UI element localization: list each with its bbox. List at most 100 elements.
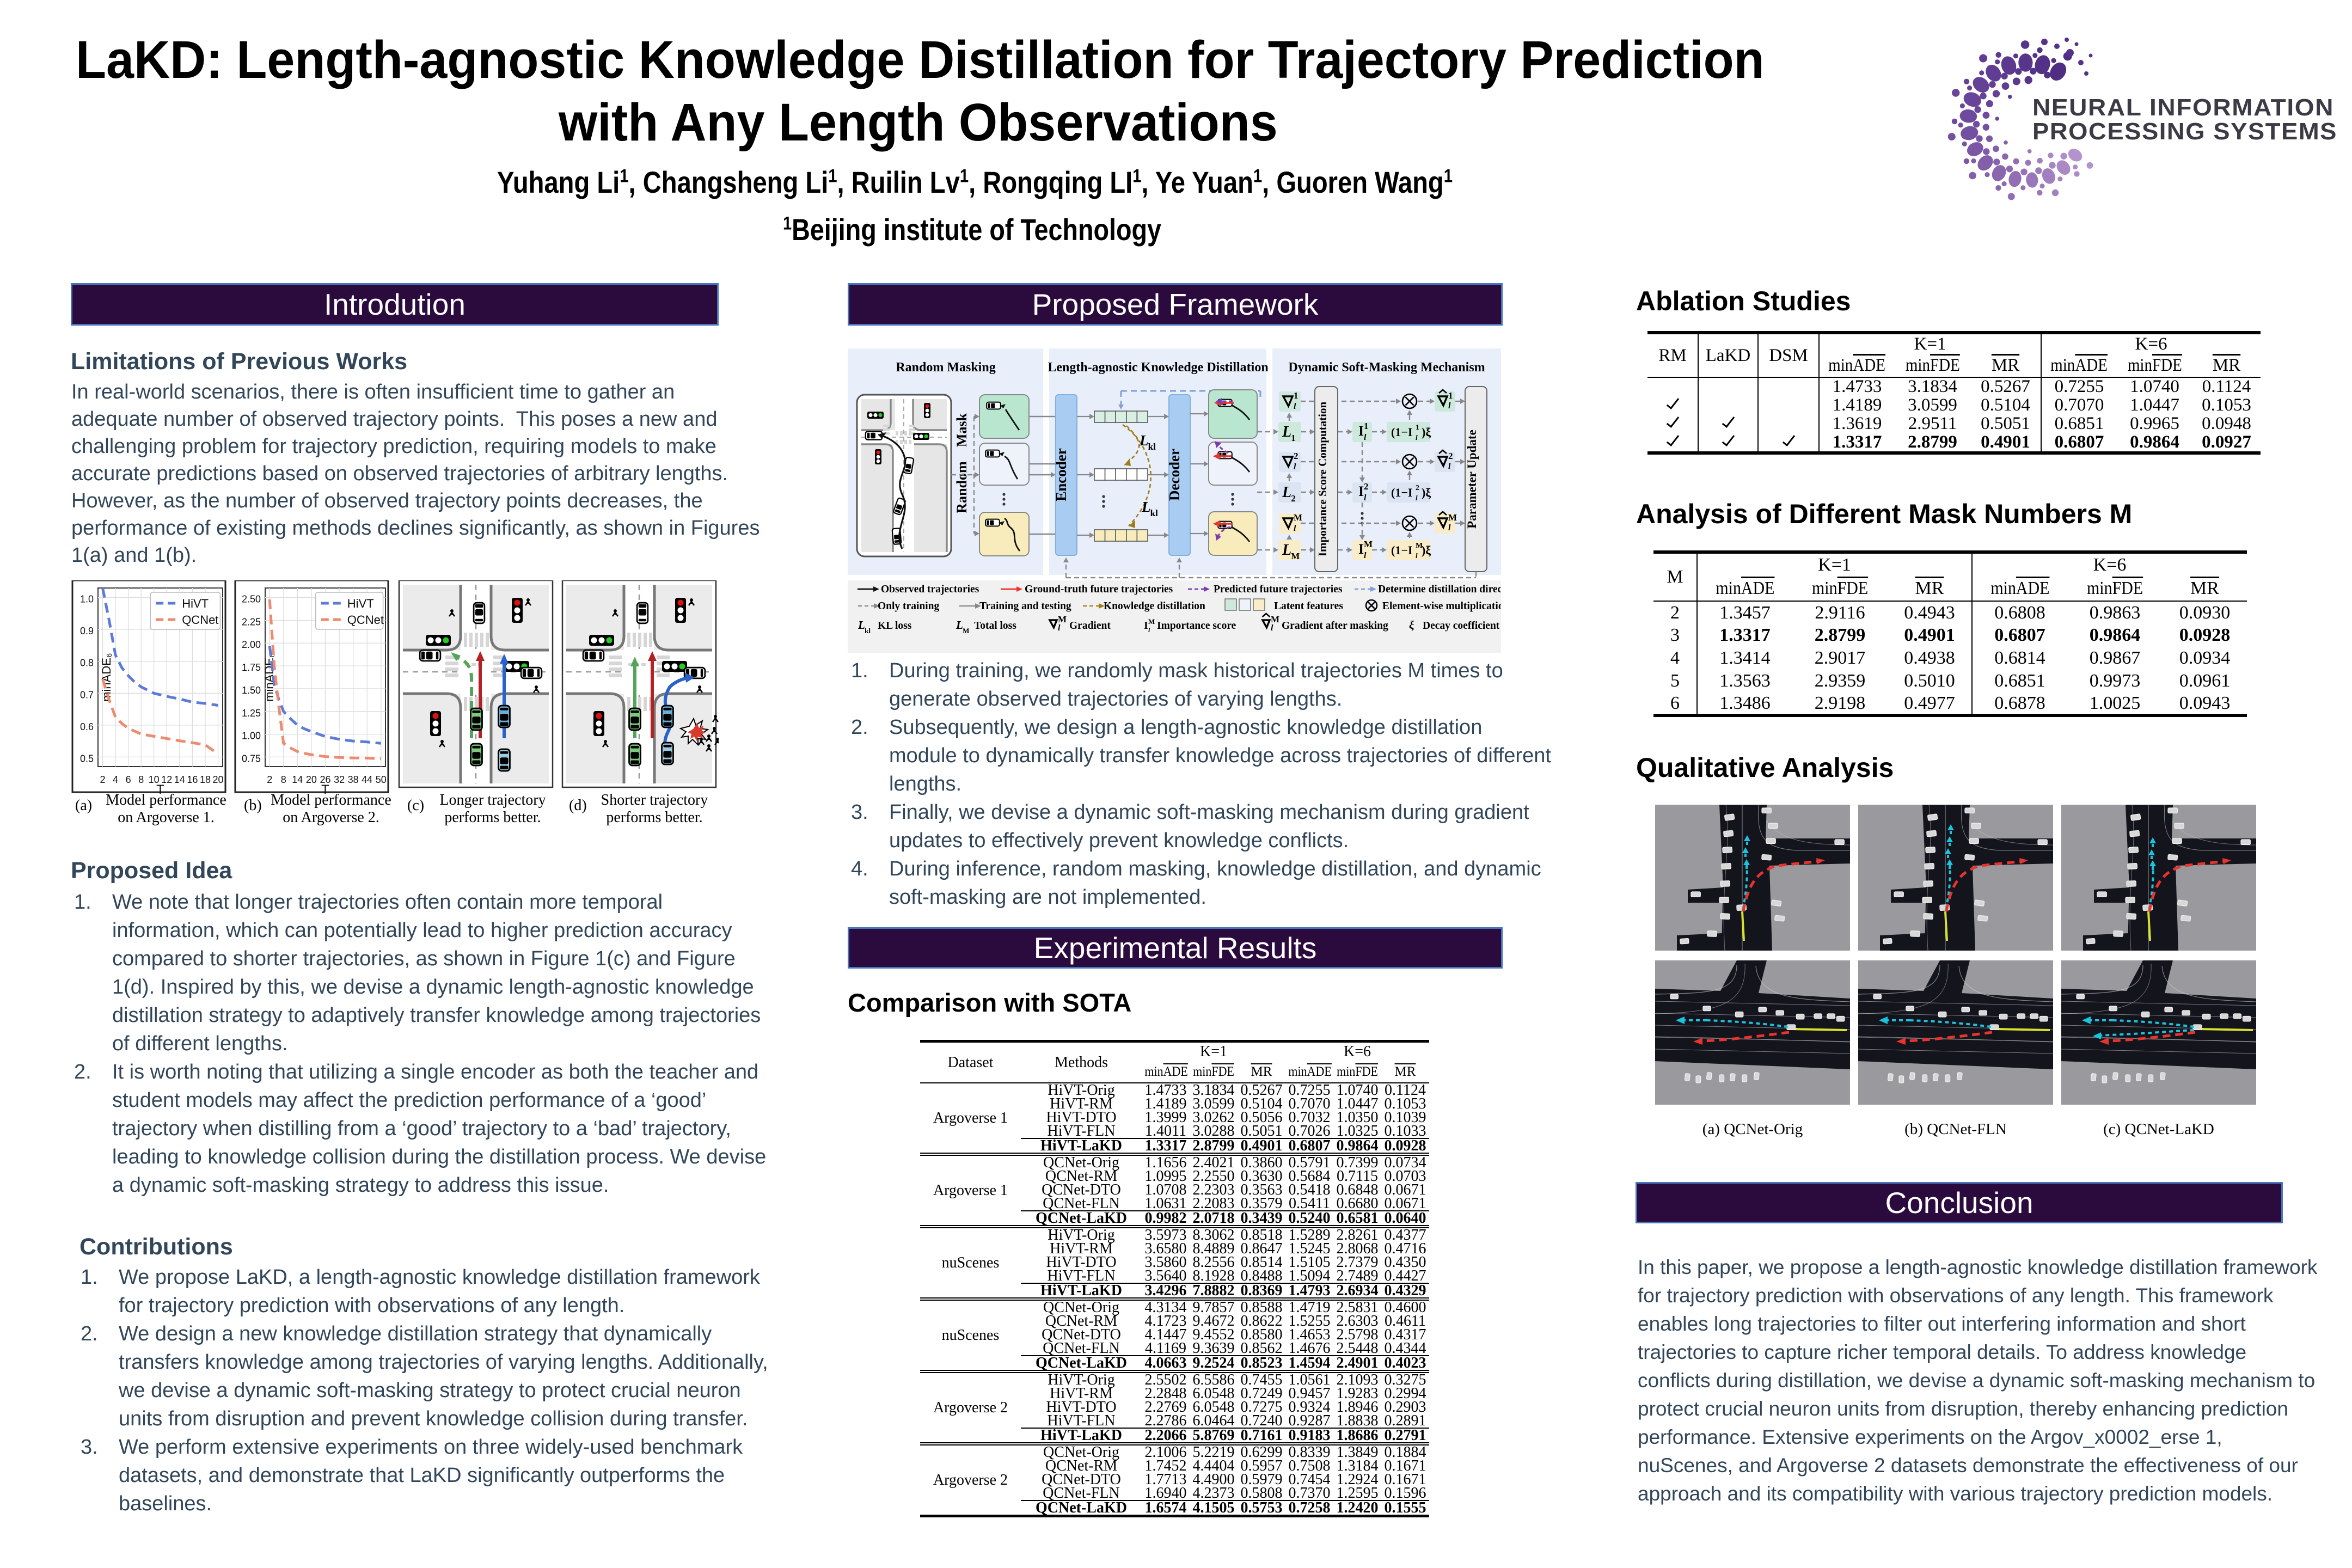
svg-text:l: l — [1058, 623, 1061, 633]
svg-text:Total loss: Total loss — [974, 620, 1016, 632]
svg-text:QCNet: QCNet — [347, 613, 384, 627]
svg-text:Random Masking: Random Masking — [896, 360, 995, 375]
svg-text:Importance Score Computation: Importance Score Computation — [1316, 402, 1329, 557]
svg-text:8: 8 — [138, 774, 144, 785]
svg-text:Parameter Update: Parameter Update — [1465, 430, 1479, 529]
svg-text:(c): (c) — [407, 797, 424, 814]
svg-text:2.00: 2.00 — [242, 639, 261, 650]
svg-text:Dynamic Soft-Masking Mechanism: Dynamic Soft-Masking Mechanism — [1288, 360, 1485, 375]
svg-text:l: l — [1294, 402, 1296, 411]
svg-text:l: l — [1416, 552, 1418, 560]
svg-text:l: l — [1294, 524, 1296, 533]
svg-text:l: l — [1148, 626, 1150, 634]
svg-text:0.5: 0.5 — [80, 753, 94, 764]
svg-text:L: L — [955, 618, 963, 632]
svg-text:1.0: 1.0 — [80, 594, 94, 605]
svg-text:Ground-truth future trajectori: Ground-truth future trajectories — [1025, 584, 1173, 595]
svg-text:32: 32 — [334, 774, 345, 785]
svg-text:Mask: Mask — [954, 413, 970, 447]
svg-text:0.75: 0.75 — [242, 753, 261, 764]
svg-text:L: L — [1282, 424, 1291, 440]
svg-text:I: I — [1358, 423, 1364, 439]
svg-text:0.6: 0.6 — [80, 721, 94, 732]
svg-text:T: T — [321, 782, 329, 797]
svg-text:Observed trajectories: Observed trajectories — [881, 584, 979, 595]
svg-text:M: M — [1364, 539, 1373, 549]
svg-text:0.9: 0.9 — [80, 626, 94, 636]
svg-text:1: 1 — [1364, 421, 1369, 431]
svg-text:NEURAL INFORMATION: NEURAL INFORMATION — [2032, 94, 2334, 121]
svg-text:)ξ: )ξ — [1422, 486, 1431, 499]
svg-text:12: 12 — [161, 774, 172, 785]
svg-text:2: 2 — [1416, 484, 1419, 492]
svg-text:M: M — [1291, 551, 1300, 561]
svg-text:Decoder: Decoder — [1166, 449, 1183, 501]
svg-text:Gradient after masking: Gradient after masking — [1282, 620, 1388, 632]
svg-text:l: l — [1416, 433, 1418, 442]
svg-text:Longer trajectory: Longer trajectory — [439, 792, 546, 808]
svg-text:2: 2 — [1448, 451, 1453, 461]
svg-text:Determine distillation directi: Determine distillation direction — [1378, 584, 1501, 595]
svg-text:2: 2 — [267, 774, 272, 785]
svg-text:(d): (d) — [569, 797, 587, 814]
svg-text:2: 2 — [1294, 451, 1298, 461]
svg-text:20: 20 — [306, 774, 317, 785]
svg-text:Importance score: Importance score — [1157, 620, 1236, 632]
svg-text:1: 1 — [1448, 390, 1453, 401]
svg-text:2: 2 — [1291, 493, 1296, 504]
svg-text:(a): (a) — [75, 797, 92, 814]
svg-text:l: l — [1364, 433, 1367, 442]
svg-text:4: 4 — [113, 774, 118, 785]
svg-text:1: 1 — [1294, 390, 1298, 401]
svg-text:L: L — [1282, 542, 1291, 559]
svg-text:Model performance: Model performance — [271, 792, 391, 808]
svg-text:kl: kl — [865, 627, 871, 635]
svg-text:HiVT: HiVT — [182, 597, 209, 610]
svg-text:l: l — [1448, 462, 1451, 471]
svg-text:Latent features: Latent features — [1274, 601, 1343, 612]
svg-text:Length-agnostic Knowledge Dist: Length-agnostic Knowledge Distillation — [1048, 360, 1268, 375]
svg-text:L: L — [1141, 499, 1151, 515]
svg-text:QCNet: QCNet — [182, 613, 218, 627]
svg-text:T: T — [156, 782, 164, 797]
svg-text:1.50: 1.50 — [242, 685, 261, 696]
svg-text:M: M — [1448, 512, 1457, 523]
svg-text:1.25: 1.25 — [242, 708, 261, 719]
svg-text:L: L — [857, 618, 865, 632]
svg-text:l: l — [1271, 623, 1273, 633]
svg-text:M: M — [1416, 542, 1423, 550]
svg-text:minADE₆: minADE₆ — [100, 653, 113, 702]
svg-text:I: I — [1358, 483, 1364, 499]
svg-text:2: 2 — [1364, 481, 1369, 492]
svg-text:Knowledge distillation: Knowledge distillation — [1104, 601, 1205, 612]
svg-text:)ξ: )ξ — [1422, 425, 1431, 439]
svg-text:0.8: 0.8 — [80, 658, 94, 669]
svg-text:M: M — [1294, 512, 1302, 523]
svg-text:38: 38 — [348, 774, 359, 785]
svg-text:l: l — [1364, 493, 1367, 503]
svg-text:)ξ: )ξ — [1422, 543, 1431, 557]
svg-text:1: 1 — [1416, 424, 1419, 432]
svg-text:1.00: 1.00 — [242, 731, 261, 742]
svg-text:performs better.: performs better. — [444, 809, 541, 826]
svg-text:M: M — [1058, 614, 1067, 624]
svg-text:Encoder: Encoder — [1053, 448, 1069, 501]
svg-text:(b): (b) — [244, 797, 262, 814]
svg-text:kl: kl — [1150, 508, 1158, 518]
svg-text:16: 16 — [187, 774, 198, 785]
svg-text:l: l — [1294, 462, 1296, 471]
svg-text:44: 44 — [362, 774, 372, 785]
svg-text:L: L — [1282, 484, 1291, 501]
svg-text:14: 14 — [292, 774, 303, 785]
svg-text:M: M — [963, 627, 969, 635]
svg-text:50: 50 — [376, 774, 387, 785]
svg-text:20: 20 — [212, 774, 223, 785]
svg-text:Random: Random — [954, 461, 970, 513]
svg-text:PROCESSING SYSTEMS: PROCESSING SYSTEMS — [2032, 118, 2337, 145]
svg-text:2.50: 2.50 — [242, 594, 261, 605]
svg-text:Element-wise multiplication: Element-wise multiplication — [1382, 601, 1501, 612]
svg-text:2.25: 2.25 — [242, 616, 261, 627]
svg-text:0.7: 0.7 — [80, 689, 94, 700]
svg-text:14: 14 — [174, 774, 185, 785]
svg-text:Predicted future trajectories: Predicted future trajectories — [1214, 584, 1343, 595]
